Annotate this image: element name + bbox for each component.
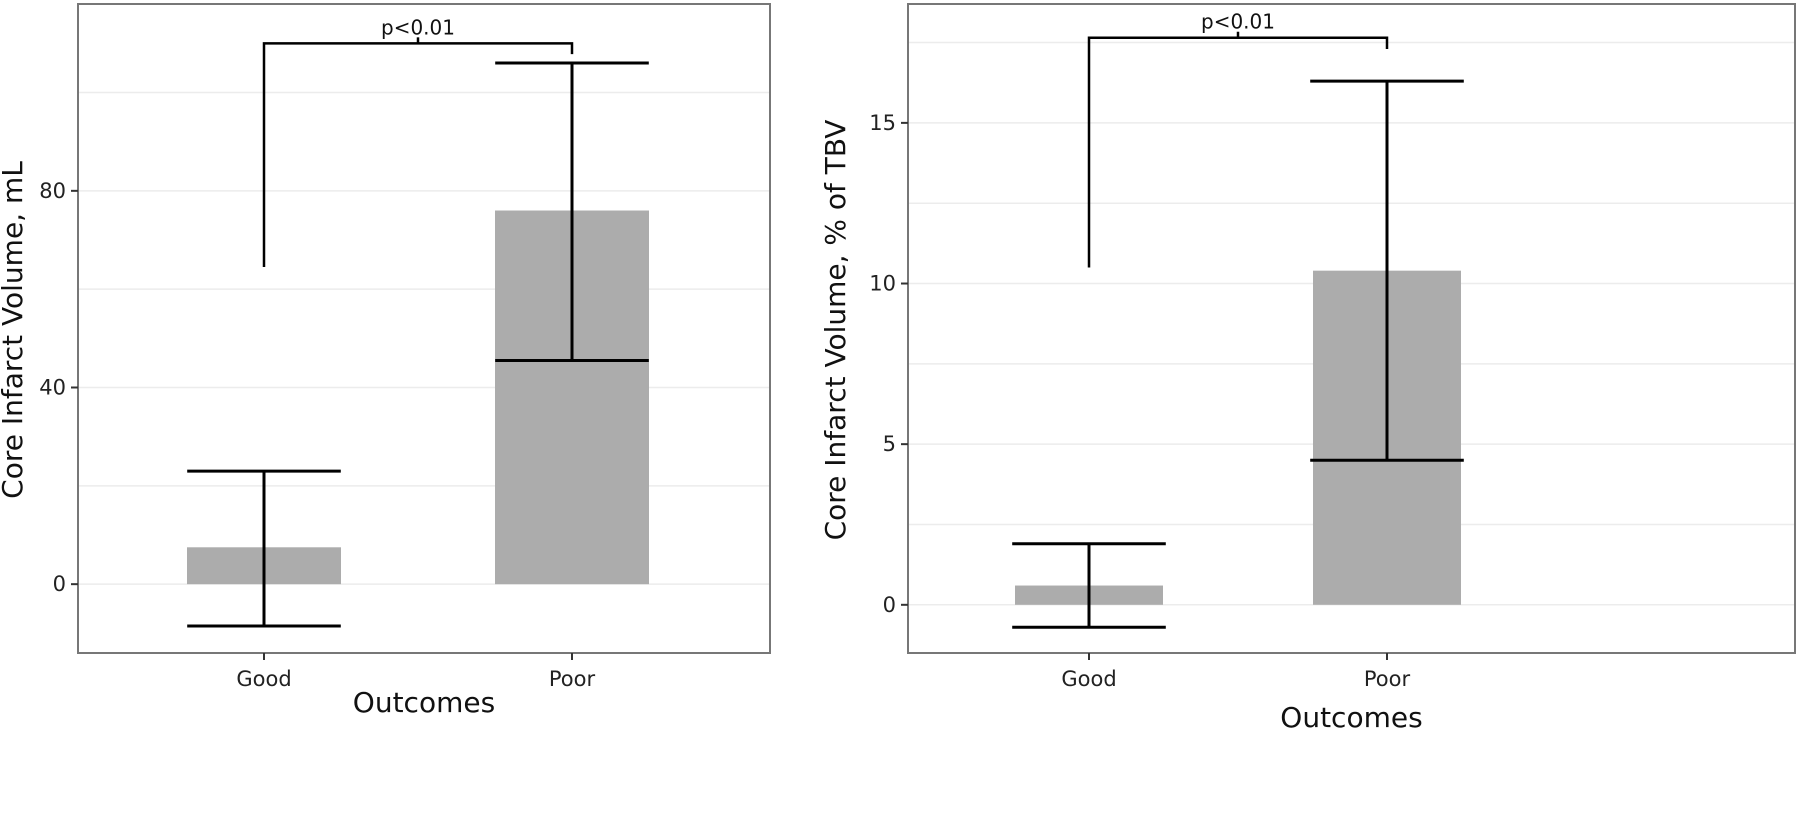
y-tick-label: 10 [869,272,896,296]
y-tick-label: 15 [869,111,896,135]
plot-border [77,3,771,654]
y-tick-label: 40 [39,376,66,400]
x-axis-title: Outcomes [353,686,495,719]
x-tick-label-good: Good [236,667,291,691]
significance-bracket [1087,36,1389,268]
plot-border [907,3,1796,654]
significance-label: p<0.01 [381,15,455,39]
x-tick-label-poor: Poor [1364,667,1411,691]
y-tick-label: 80 [39,179,66,203]
x-tick-label-good: Good [1061,667,1116,691]
x-tick-label-poor: Poor [549,667,596,691]
right-chart-panel: p<0.01 0 5 10 15 Good Poor Outcomes Core Infarct… [819,3,1796,734]
x-axis-title: Outcomes [1280,701,1422,734]
significance-label: p<0.01 [1201,10,1275,34]
y-tick-label: 0 [53,572,66,596]
left-chart-panel: p<0.01 0 40 80 Good Poor Outcomes Core Infarct … [0,3,771,719]
y-tick-label: 5 [883,432,896,456]
y-axis-title: Core Infarct Volume, % of TBV [819,120,852,541]
y-axis-title: Core Infarct Volume, mL [0,161,29,499]
y-tick-label: 0 [883,593,896,617]
